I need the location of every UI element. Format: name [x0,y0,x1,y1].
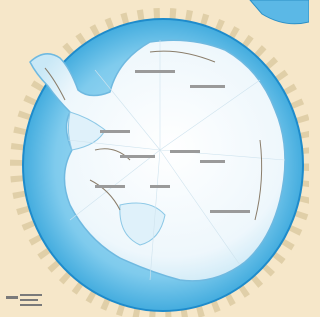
antarctica-map [0,0,309,317]
